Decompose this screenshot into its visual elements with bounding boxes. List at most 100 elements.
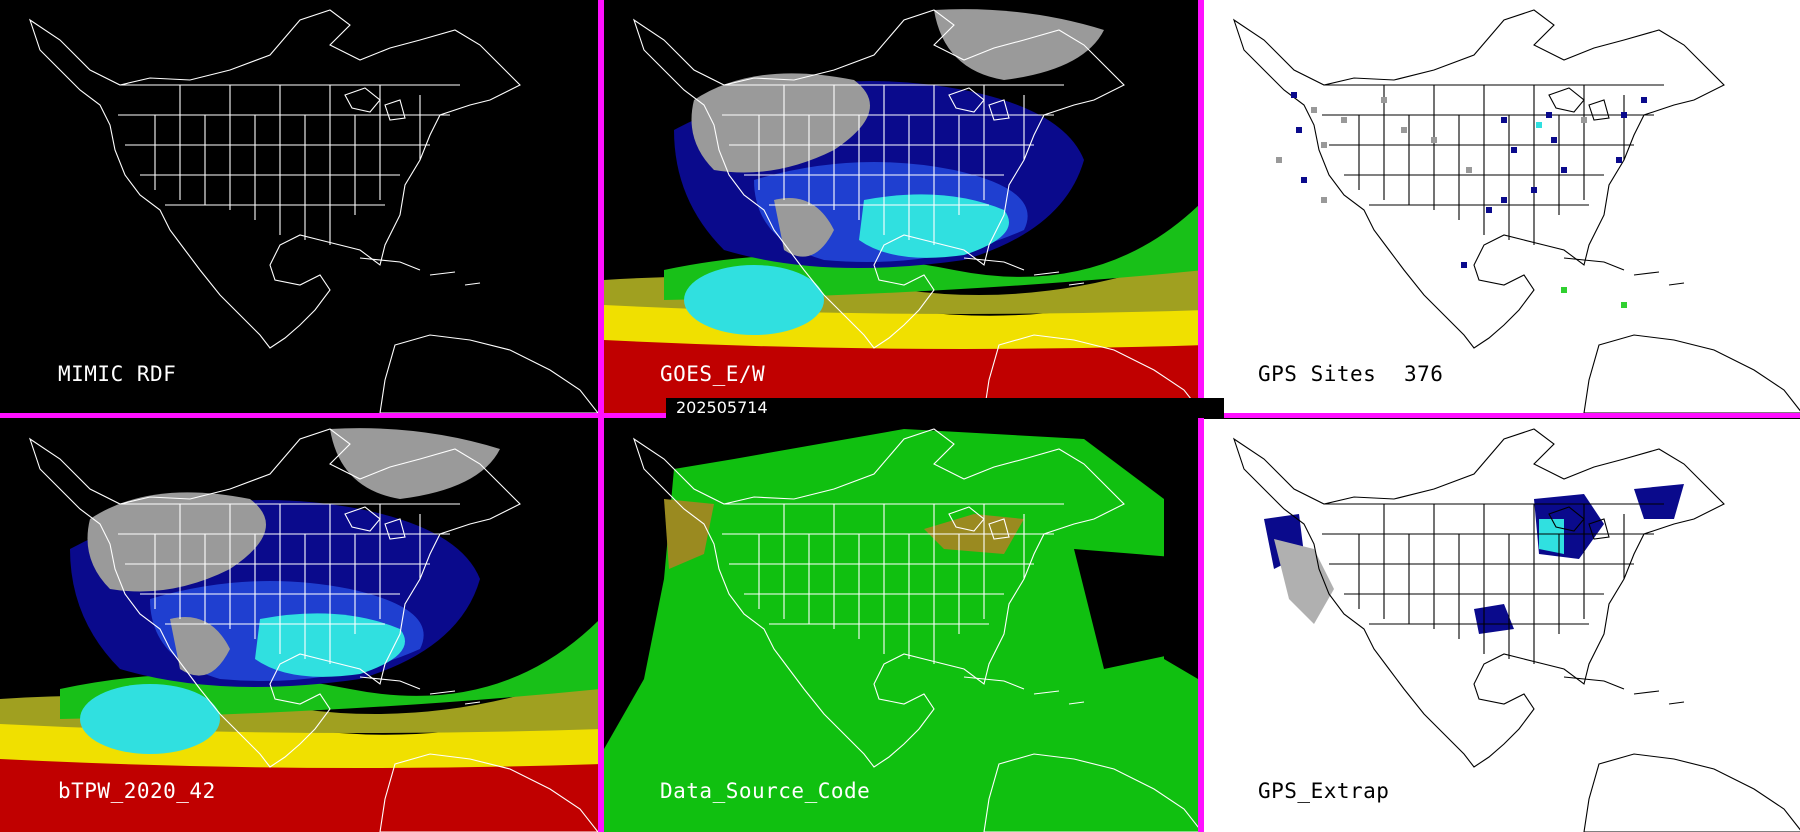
source-nodata [1074, 549, 1198, 669]
south-america-coast [983, 753, 1198, 832]
caribbean-island [464, 282, 481, 286]
tpw-cyan-pacific [80, 684, 220, 754]
gps-site [1461, 262, 1467, 268]
caribbean-island [1033, 271, 1060, 276]
caribbean-island [464, 701, 481, 705]
mimic-rdf-map [28, 9, 598, 413]
gps-site [1621, 112, 1627, 118]
caribbean-island [1633, 271, 1660, 276]
coastline [1232, 428, 1725, 768]
caribbean-island [963, 257, 1025, 271]
gps-extrap-field [1264, 484, 1684, 634]
south-america-coast [1583, 334, 1800, 413]
mimic-rdf-panel: MIMIC RDF [0, 0, 598, 413]
tpw-cyan-pacific [684, 265, 824, 335]
tpw-gray-west [691, 73, 870, 173]
tpw-gray-mexico [774, 198, 834, 257]
timestamp-bar: 202505714 [666, 398, 1224, 418]
gps-site [1341, 117, 1347, 123]
gps-extrap-label: GPS_Extrap [1258, 779, 1390, 803]
south-america-coast [1583, 753, 1800, 832]
gps-site [1616, 157, 1622, 163]
tpw-nodata [470, 459, 598, 649]
extrap-gray-west [1274, 539, 1334, 624]
caribbean-island [429, 271, 456, 276]
gps-site [1501, 117, 1507, 123]
coastline [28, 428, 521, 768]
data-source-code-panel: Data_Source_Code [604, 419, 1198, 832]
gps-sites-label: GPS Sites [1258, 362, 1377, 386]
mimic-rdf-label: MIMIC RDF [58, 362, 177, 386]
gps-site [1581, 117, 1587, 123]
tpw-gray-north [330, 428, 500, 499]
gps-site [1431, 137, 1437, 143]
separator-vertical-left [598, 0, 604, 832]
tpw-gray-north [934, 9, 1104, 81]
gps-site [1311, 107, 1317, 113]
caribbean-island [1068, 701, 1085, 705]
extrap-navy-gulf [1474, 604, 1514, 634]
gps-site [1466, 167, 1472, 173]
south-america-coast [379, 334, 598, 413]
gps-extrap-panel: GPS_Extrap [1204, 419, 1800, 832]
tpw-gray-mexico [170, 617, 230, 676]
caribbean-island [1068, 282, 1085, 286]
gps-sites-count: 376 [1404, 362, 1444, 386]
btpw-map [0, 428, 598, 832]
btpw-panel: bTPW_2020_42 [0, 419, 598, 832]
gps-extrap-map [1232, 428, 1800, 832]
gps-site [1321, 142, 1327, 148]
caribbean-island [1563, 676, 1625, 690]
gps-site [1381, 97, 1387, 103]
tpw-nodata [1074, 40, 1198, 230]
caribbean-island [1033, 690, 1060, 695]
gps-site [1641, 97, 1647, 103]
caribbean-island [1668, 282, 1685, 286]
gps-site [1546, 112, 1552, 118]
source-code-field [604, 429, 1198, 832]
gps-site-markers [1276, 92, 1647, 308]
caribbean-island [429, 690, 456, 695]
gps-site [1486, 207, 1492, 213]
coastline [632, 9, 1125, 349]
caribbean-island [1563, 257, 1625, 271]
coastline [1232, 9, 1725, 349]
data-source-code-label: Data_Source_Code [660, 779, 871, 803]
south-america-coast [379, 753, 598, 832]
south-america-coast [983, 334, 1198, 413]
goes-ew-label: GOES_E/W [660, 362, 766, 386]
gps-site [1296, 127, 1302, 133]
timestamp-text: 202505714 [676, 398, 768, 417]
source-olive-west [664, 499, 714, 569]
gps-site [1561, 287, 1567, 293]
gps-site [1501, 197, 1507, 203]
gps-site [1321, 197, 1327, 203]
gps-sites-map [1232, 9, 1800, 413]
goes-ew-panel: GOES_E/W [604, 0, 1198, 413]
extrap-navy-northeast [1634, 484, 1684, 519]
gps-site [1511, 147, 1517, 153]
gps-site [1301, 177, 1307, 183]
source-green [604, 429, 1198, 832]
gps-sites-panel: GPS Sites 376 [1204, 0, 1800, 413]
caribbean-island [359, 676, 421, 690]
coastline [632, 428, 1125, 768]
gps-site [1561, 167, 1567, 173]
gps-site [1291, 92, 1297, 98]
caribbean-island [963, 676, 1025, 690]
coastline [28, 9, 521, 349]
goes-ew-map [604, 9, 1198, 413]
gps-site [1531, 187, 1537, 193]
caribbean-island [1633, 690, 1660, 695]
extrap-cyan-ohio [1539, 519, 1564, 554]
gps-site [1621, 302, 1627, 308]
data-source-code-map [604, 428, 1198, 832]
gps-site [1276, 157, 1282, 163]
caribbean-island [1668, 701, 1685, 705]
gps-site [1401, 127, 1407, 133]
gps-site [1551, 137, 1557, 143]
caribbean-island [359, 257, 421, 271]
tpw-gray-west [87, 492, 266, 592]
btpw-label: bTPW_2020_42 [58, 779, 216, 803]
